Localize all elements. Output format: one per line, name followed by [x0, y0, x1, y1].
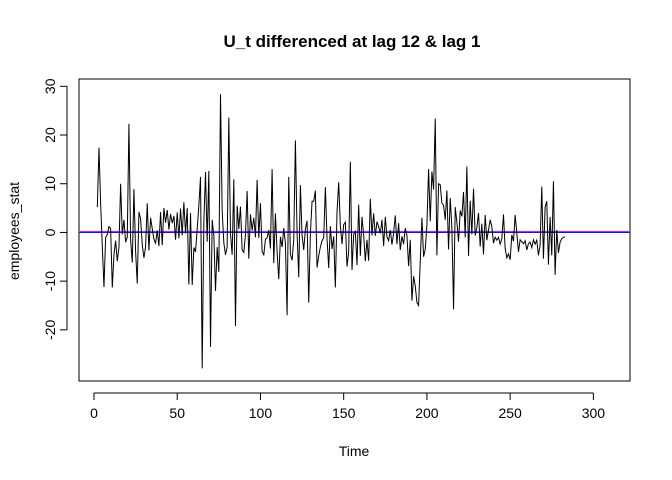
y-axis-label: employees_stat — [6, 182, 22, 280]
x-tick-label: 50 — [169, 405, 185, 421]
x-tick-label: 250 — [498, 405, 522, 421]
x-axis: 0 50 100 150 200 250 300 — [90, 392, 606, 421]
y-tick-label: -20 — [42, 320, 58, 340]
y-tick-label: 0 — [42, 228, 58, 236]
y-tick-label: 10 — [42, 176, 58, 192]
x-tick-label: 100 — [249, 405, 273, 421]
y-axis: -20 -10 0 10 20 30 — [42, 78, 68, 340]
plot-frame — [78, 78, 631, 382]
x-axis-label: Time — [339, 443, 370, 459]
series-line — [96, 94, 566, 369]
chart-title: U_t differenced at lag 12 & lag 1 — [224, 32, 481, 51]
y-tick-label: 30 — [42, 78, 58, 94]
x-tick-label: 300 — [582, 405, 606, 421]
x-tick-label: 200 — [415, 405, 439, 421]
y-tick-label: -10 — [42, 271, 58, 291]
x-tick-label: 150 — [332, 405, 356, 421]
x-tick-label: 0 — [90, 405, 98, 421]
y-tick-label: 20 — [42, 127, 58, 143]
